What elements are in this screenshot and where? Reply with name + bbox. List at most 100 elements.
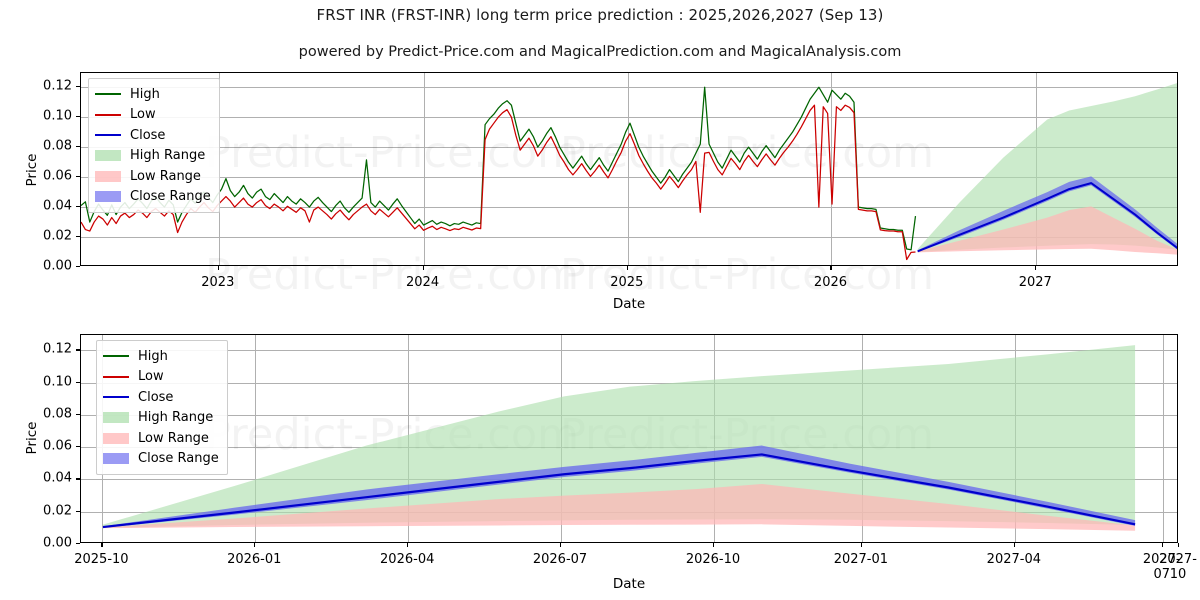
top-chart-legend: High Low Close High Range Low Range Close Ran… bbox=[88, 78, 220, 213]
x-tick-mark bbox=[422, 266, 424, 270]
swatch-mark bbox=[103, 355, 129, 358]
y-tick-label: 0.04 bbox=[43, 198, 72, 214]
gridline-vertical bbox=[831, 73, 833, 265]
x-tick-mark bbox=[560, 543, 562, 547]
gridline-vertical bbox=[627, 73, 629, 265]
y-tick-label: 0.10 bbox=[43, 108, 72, 124]
bottom-legend-label: High Range bbox=[138, 410, 214, 426]
bottom-legend-swatch-line-icon bbox=[103, 370, 129, 383]
y-tick-mark bbox=[76, 116, 80, 118]
top-legend-swatch-line-icon bbox=[95, 129, 121, 142]
gridline-vertical bbox=[423, 73, 425, 265]
y-tick-mark bbox=[76, 266, 80, 268]
bottom-legend-swatch-patch-icon bbox=[103, 411, 129, 424]
y-tick-label: 0.06 bbox=[43, 438, 72, 454]
bottom-legend-item-low[interactable]: Low bbox=[103, 367, 219, 388]
x-tick-mark bbox=[1013, 543, 1016, 547]
top-legend-item-close[interactable]: Close bbox=[95, 125, 211, 146]
top-legend-item-high[interactable]: High bbox=[95, 84, 211, 105]
low-range-band bbox=[917, 206, 1177, 255]
page-title: FRST INR (FRST-INR) long term price pred… bbox=[316, 6, 884, 24]
low-range-band bbox=[102, 483, 1136, 531]
bottom-legend-item-high[interactable]: High bbox=[103, 346, 219, 367]
y-tick-mark bbox=[76, 146, 80, 148]
y-tick-label: 0.10 bbox=[43, 374, 72, 390]
y-tick-mark bbox=[76, 236, 80, 238]
bottom-legend-swatch-patch-icon bbox=[103, 432, 129, 445]
x-tick-mark bbox=[712, 543, 715, 547]
x-tick-label: 2027-01 bbox=[833, 552, 889, 567]
bottom-legend-swatch-patch-icon bbox=[103, 452, 129, 465]
bottom-legend-label: Low Range bbox=[138, 430, 209, 446]
x-tick-label: 2026-01 bbox=[227, 552, 282, 567]
y-tick-label: 0.08 bbox=[43, 138, 72, 154]
gridline-horizontal bbox=[81, 117, 1177, 119]
y-tick-mark bbox=[76, 86, 80, 88]
y-tick-mark bbox=[76, 381, 80, 383]
top-legend-label: High bbox=[130, 86, 160, 102]
x-tick-label: 2026 bbox=[813, 275, 848, 290]
x-tick-mark bbox=[1161, 543, 1163, 547]
top-legend-item-low-range[interactable]: Low Range bbox=[95, 166, 211, 187]
x-tick-label: 2026-04 bbox=[380, 552, 435, 567]
x-tick-label: 2027 bbox=[1018, 275, 1052, 290]
x-tick-label: 2023 bbox=[201, 275, 235, 290]
bottom-plot-area bbox=[80, 334, 1178, 543]
bottom-legend-item-low-range[interactable]: Low Range bbox=[103, 428, 219, 449]
gridline-horizontal bbox=[81, 207, 1177, 209]
x-tick-mark bbox=[101, 543, 103, 547]
x-tick-mark bbox=[1178, 543, 1180, 547]
swatch-mark bbox=[103, 432, 129, 444]
swatch-mark bbox=[103, 375, 129, 378]
bottom-legend-label: Low bbox=[138, 369, 164, 385]
x-tick-label: 2027-10 bbox=[1159, 552, 1197, 582]
gridline-horizontal bbox=[81, 147, 1177, 149]
x-tick-label: 2027-04 bbox=[986, 552, 1042, 567]
bottom-chart-legend: High Low Close High Range Low Range Close Ran… bbox=[96, 340, 228, 475]
bottom-legend-label: Close Range bbox=[138, 451, 219, 467]
y-tick-label: 0.08 bbox=[43, 406, 72, 422]
x-tick-mark bbox=[254, 543, 256, 547]
y-tick-mark bbox=[76, 446, 80, 448]
x-tick-mark bbox=[217, 266, 219, 270]
gridline-horizontal bbox=[81, 237, 1177, 239]
top-legend-item-close-range[interactable]: Close Range bbox=[95, 187, 211, 208]
y-tick-label: 0.02 bbox=[43, 503, 72, 519]
top-legend-label: Low bbox=[130, 107, 156, 123]
top-legend-item-low[interactable]: Low bbox=[95, 105, 211, 126]
swatch-mark bbox=[95, 150, 121, 162]
bottom-legend-item-close[interactable]: Close bbox=[103, 387, 219, 408]
top-legend-swatch-patch-icon bbox=[95, 170, 121, 183]
bottom-legend-item-high-range[interactable]: High Range bbox=[103, 408, 219, 429]
close-range-band bbox=[917, 176, 1177, 253]
x-tick-label: 2025-10 bbox=[74, 552, 129, 567]
bottom-legend-item-close-range[interactable]: Close Range bbox=[103, 449, 219, 470]
close-forecast-line bbox=[917, 182, 1177, 253]
series-layer bbox=[81, 83, 1177, 261]
close-forecast-line bbox=[102, 453, 1136, 529]
y-tick-label: 0.06 bbox=[43, 168, 72, 184]
y-tick-label: 0.00 bbox=[43, 535, 72, 551]
gridline-horizontal bbox=[81, 382, 1177, 384]
y-tick-mark bbox=[76, 176, 80, 178]
x-tick-mark bbox=[407, 543, 409, 547]
top-legend-swatch-patch-icon bbox=[95, 190, 121, 203]
top-legend-item-high-range[interactable]: High Range bbox=[95, 146, 211, 167]
x-tick-mark bbox=[1035, 266, 1037, 270]
gridline-horizontal bbox=[81, 177, 1177, 179]
y-tick-mark bbox=[76, 510, 80, 512]
x-tick-mark bbox=[860, 543, 863, 547]
top-legend-swatch-line-icon bbox=[95, 88, 121, 101]
gridline-vertical bbox=[1162, 335, 1164, 542]
top-x-axis-label: Date bbox=[612, 296, 646, 312]
top-chart-panel: Price Date High Low Close High Range Low Ran… bbox=[24, 72, 1178, 312]
gridline-vertical bbox=[255, 335, 257, 542]
swatch-mark bbox=[95, 93, 121, 96]
swatch-mark bbox=[103, 396, 129, 399]
y-tick-label: 0.00 bbox=[43, 258, 72, 274]
top-legend-swatch-patch-icon bbox=[95, 149, 121, 162]
x-tick-mark bbox=[626, 266, 628, 270]
x-tick-label: 2025 bbox=[610, 275, 644, 290]
y-tick-mark bbox=[76, 543, 80, 545]
x-tick-label: 2026-07 bbox=[532, 552, 588, 567]
